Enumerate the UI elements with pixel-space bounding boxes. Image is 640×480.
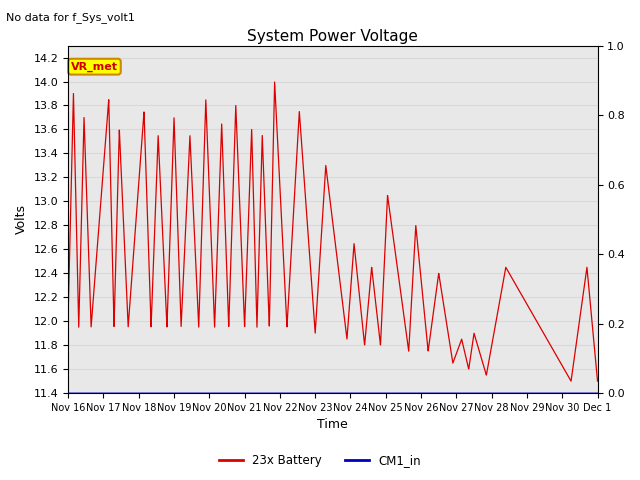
Text: No data for f_Sys_volt1: No data for f_Sys_volt1 [6, 12, 135, 23]
Text: VR_met: VR_met [71, 61, 118, 72]
Y-axis label: Volts: Volts [15, 204, 28, 234]
X-axis label: Time: Time [317, 419, 348, 432]
Legend: 23x Battery, CM1_in: 23x Battery, CM1_in [214, 449, 426, 472]
Title: System Power Voltage: System Power Voltage [248, 29, 419, 44]
